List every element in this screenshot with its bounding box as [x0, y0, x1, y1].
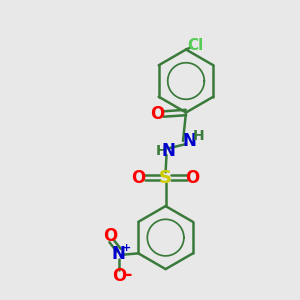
- Text: -: -: [125, 266, 133, 284]
- Text: H: H: [193, 129, 204, 142]
- Text: O: O: [131, 169, 146, 187]
- Text: +: +: [122, 243, 131, 253]
- Text: N: N: [112, 245, 126, 263]
- Text: H: H: [155, 144, 167, 158]
- Text: O: O: [150, 105, 165, 123]
- Text: N: N: [161, 142, 175, 160]
- Text: Cl: Cl: [187, 38, 203, 52]
- Text: O: O: [103, 227, 117, 245]
- Text: O: O: [112, 267, 126, 285]
- Text: S: S: [159, 169, 172, 187]
- Text: N: N: [183, 132, 196, 150]
- Text: O: O: [185, 169, 200, 187]
